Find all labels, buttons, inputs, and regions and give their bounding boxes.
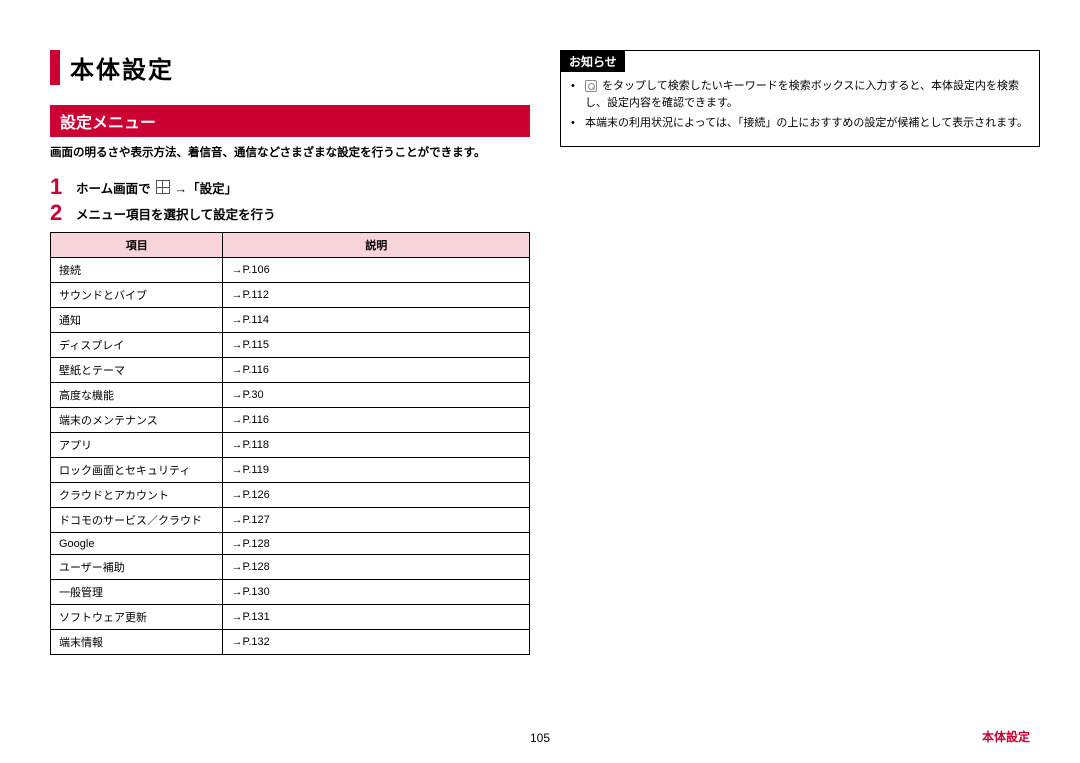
table-row: 端末情報→P.132 [51, 630, 530, 655]
step-text: ホーム画面で →「設定」 [76, 178, 237, 197]
step-line: 2メニュー項目を選択して設定を行う [50, 202, 530, 224]
table-cell: 高度な機能 [51, 383, 223, 408]
table-row: サウンドとバイブ→P.112 [51, 283, 530, 308]
table-row: Google→P.128 [51, 533, 530, 555]
table-cell: →P.119 [223, 458, 530, 483]
table-cell: 端末情報 [51, 630, 223, 655]
table-cell: →P.127 [223, 508, 530, 533]
apps-grid-icon [156, 180, 170, 194]
table-cell: 通知 [51, 308, 223, 333]
table-row: ユーザー補助→P.128 [51, 555, 530, 580]
table-cell: →P.128 [223, 533, 530, 555]
table-row: 一般管理→P.130 [51, 580, 530, 605]
table-cell: 端末のメンテナンス [51, 408, 223, 433]
table-cell: Google [51, 533, 223, 555]
table-cell: →P.130 [223, 580, 530, 605]
notice-item: •本端末の利用状況によっては、「接続」の上におすすめの設定が候補として表示されま… [571, 115, 1029, 132]
notice-item: • をタップして検索したいキーワードを検索ボックスに入力すると、本体設定内を検索… [571, 78, 1029, 111]
footer-section-label: 本体設定 [982, 728, 1030, 745]
table-row: ディスプレイ→P.115 [51, 333, 530, 358]
notice-box: お知らせ • をタップして検索したいキーワードを検索ボックスに入力すると、本体設… [560, 50, 1040, 147]
table-row: ソフトウェア更新→P.131 [51, 605, 530, 630]
table-cell: ロック画面とセキュリティ [51, 458, 223, 483]
table-cell: →P.30 [223, 383, 530, 408]
table-cell: ユーザー補助 [51, 555, 223, 580]
bullet: • [571, 78, 585, 111]
table-cell: →P.115 [223, 333, 530, 358]
table-cell: 壁紙とテーマ [51, 358, 223, 383]
table-row: 壁紙とテーマ→P.116 [51, 358, 530, 383]
step-text: メニュー項目を選択して設定を行う [76, 204, 276, 223]
section-heading: 設定メニュー [50, 105, 530, 137]
table-cell: →P.106 [223, 258, 530, 283]
footer: 105 本体設定 [0, 731, 1080, 745]
table-cell: →P.112 [223, 283, 530, 308]
table-cell: ディスプレイ [51, 333, 223, 358]
step-number: 1 [50, 176, 76, 198]
table-cell: →P.118 [223, 433, 530, 458]
table-cell: ソフトウェア更新 [51, 605, 223, 630]
notice-text: 本端末の利用状況によっては、「接続」の上におすすめの設定が候補として表示されます… [585, 117, 1028, 129]
intro-text: 画面の明るさや表示方法、着信音、通信などさまざまな設定を行うことができます。 [50, 145, 530, 162]
table-row: アプリ→P.118 [51, 433, 530, 458]
notice-header: お知らせ [561, 51, 625, 72]
table-cell: ドコモのサービス／クラウド [51, 508, 223, 533]
step-number: 2 [50, 202, 76, 224]
step-line: 1ホーム画面で →「設定」 [50, 176, 530, 198]
table-cell: →P.132 [223, 630, 530, 655]
notice-text: をタップして検索したいキーワードを検索ボックスに入力すると、本体設定内を検索し、… [585, 80, 1019, 109]
table-cell: →P.126 [223, 483, 530, 508]
page-title: 本体設定 [70, 50, 530, 85]
table-cell: →P.128 [223, 555, 530, 580]
table-row: 高度な機能→P.30 [51, 383, 530, 408]
table-row: クラウドとアカウント→P.126 [51, 483, 530, 508]
table-cell: →P.116 [223, 408, 530, 433]
table-cell: アプリ [51, 433, 223, 458]
search-icon [585, 80, 597, 92]
table-cell: 一般管理 [51, 580, 223, 605]
table-header-item: 項目 [51, 233, 223, 258]
table-row: ロック画面とセキュリティ→P.119 [51, 458, 530, 483]
table-header-desc: 説明 [223, 233, 530, 258]
table-cell: 接続 [51, 258, 223, 283]
main-title-block: 本体設定 [50, 50, 530, 85]
table-cell: クラウドとアカウント [51, 483, 223, 508]
bullet: • [571, 115, 585, 132]
settings-table: 項目 説明 接続→P.106サウンドとバイブ→P.112通知→P.114ディスプ… [50, 232, 530, 655]
page-number: 105 [50, 731, 1030, 745]
table-row: 接続→P.106 [51, 258, 530, 283]
table-row: 通知→P.114 [51, 308, 530, 333]
table-row: ドコモのサービス／クラウド→P.127 [51, 508, 530, 533]
table-row: 端末のメンテナンス→P.116 [51, 408, 530, 433]
table-cell: →P.131 [223, 605, 530, 630]
table-cell: →P.114 [223, 308, 530, 333]
table-cell: サウンドとバイブ [51, 283, 223, 308]
table-cell: →P.116 [223, 358, 530, 383]
